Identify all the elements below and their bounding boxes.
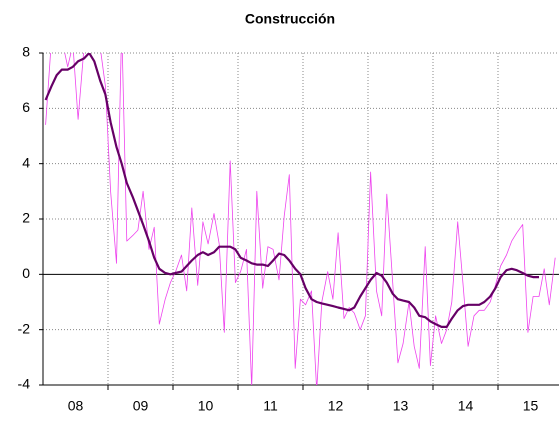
y-tick-label: 2 — [22, 210, 30, 226]
x-tick-label: 14 — [458, 398, 474, 414]
y-tick-label: 6 — [22, 99, 30, 115]
x-tick-label: 13 — [393, 398, 409, 414]
x-tick-label: 09 — [133, 398, 149, 414]
y-tick-label: 4 — [22, 154, 30, 170]
x-tick-label: 08 — [68, 398, 84, 414]
x-tick-label: 11 — [263, 398, 278, 414]
x-tick-label: 12 — [328, 398, 344, 414]
y-tick-label: -4 — [18, 376, 31, 392]
y-tick-label: 8 — [22, 44, 30, 60]
x-tick-label: 15 — [523, 398, 539, 414]
x-tick-label: 10 — [198, 398, 214, 414]
series-line — [45, 53, 556, 385]
series-line — [44, 53, 539, 328]
y-tick-label: -2 — [18, 320, 31, 336]
y-tick-label: 0 — [22, 265, 30, 281]
chart-title: Construcción — [245, 11, 335, 27]
